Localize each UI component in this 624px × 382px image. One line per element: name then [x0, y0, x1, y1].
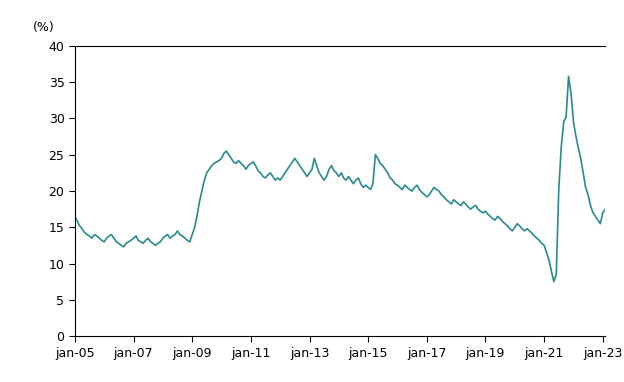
Text: (%): (%): [32, 21, 54, 34]
